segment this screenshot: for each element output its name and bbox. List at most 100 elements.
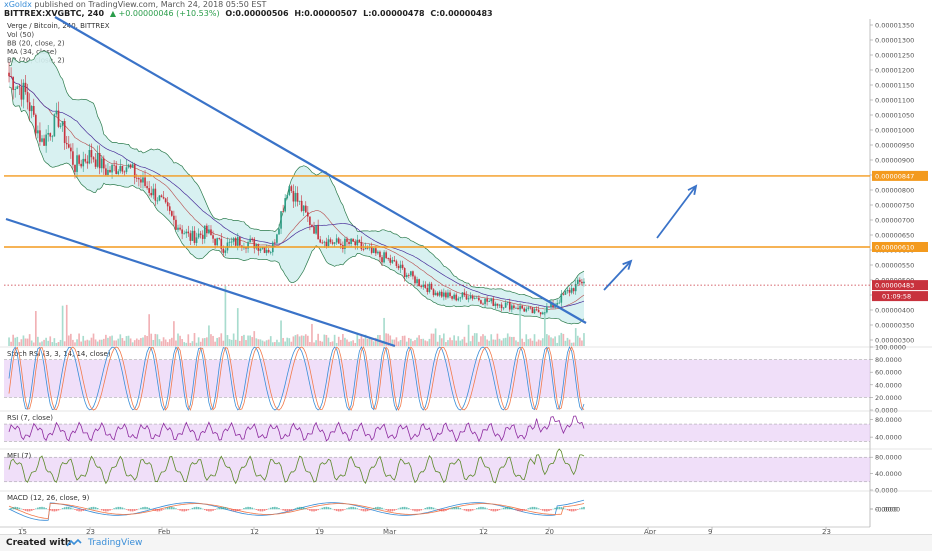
macd-histogram-bar xyxy=(398,508,400,509)
macd-histogram-bar xyxy=(87,509,89,510)
macd-histogram-bar xyxy=(76,509,78,511)
volume-bar xyxy=(51,342,53,346)
macd-pane[interactable]: MACD (12, 26, close, 9)0.0000-0.0000 xyxy=(0,491,932,520)
macd-histogram-bar xyxy=(64,507,66,509)
candle-body xyxy=(235,238,237,246)
volume-bar xyxy=(317,334,319,346)
volume-bar xyxy=(266,340,268,346)
macd-histogram-bar xyxy=(569,509,571,511)
macd-histogram-bar xyxy=(455,507,457,509)
candle-body xyxy=(346,239,348,242)
candle-body xyxy=(525,309,527,312)
macd-histogram-bar xyxy=(301,507,303,509)
volume-bar xyxy=(363,339,365,346)
volume-bar xyxy=(8,337,10,346)
candle-body xyxy=(62,121,64,126)
candle-body xyxy=(404,268,406,277)
macd-histogram-bar xyxy=(505,507,507,509)
macd-histogram-bar xyxy=(326,507,328,509)
candle-body xyxy=(206,226,208,234)
candle-body xyxy=(532,308,534,313)
volume-bar xyxy=(204,338,206,346)
tradingview-brand[interactable]: TradingView xyxy=(88,538,142,548)
pane-tick-label: 20.0000 xyxy=(875,394,902,402)
volume-bar xyxy=(307,336,309,346)
volume-bar xyxy=(338,337,340,346)
candle-body xyxy=(305,206,307,213)
candle-body xyxy=(408,275,410,276)
volume-bar xyxy=(212,336,214,346)
candle-body xyxy=(177,228,179,230)
candle-body xyxy=(563,294,565,295)
volume-bar xyxy=(103,339,105,346)
candle-body xyxy=(218,238,220,239)
volume-bar xyxy=(243,335,245,346)
volume-bar xyxy=(194,333,196,346)
macd-histogram-bar xyxy=(220,507,222,509)
candle-body xyxy=(216,238,218,245)
candle-body xyxy=(517,308,519,309)
macd-histogram-bar xyxy=(453,507,455,509)
volume-bar xyxy=(262,341,264,346)
candle-body xyxy=(402,265,404,268)
candle-body xyxy=(513,306,515,309)
volume-bar xyxy=(435,328,437,346)
volume-bar xyxy=(501,341,503,346)
macd-histogram-bar xyxy=(185,509,187,511)
volume-bar xyxy=(488,341,490,346)
candle-body xyxy=(373,248,375,253)
macd-histogram-bar xyxy=(313,509,315,511)
last-price-tag-label: 0.00000483 xyxy=(875,282,914,290)
rsi-pane[interactable]: RSI (7, close)80.000040.0000 xyxy=(0,411,932,442)
volume-bar xyxy=(58,342,60,346)
macd-histogram-bar xyxy=(25,509,27,511)
candle-body xyxy=(190,233,192,241)
macd-histogram-bar xyxy=(243,508,245,509)
candle-body xyxy=(212,235,214,238)
volume-bar xyxy=(291,342,293,346)
candle-body xyxy=(169,206,171,211)
candle-body xyxy=(179,228,181,230)
macd-histogram-bar xyxy=(274,507,276,509)
macd-histogram-bar xyxy=(305,508,307,509)
macd-histogram-bar xyxy=(80,509,82,511)
volume-bar xyxy=(87,340,89,346)
candle-body xyxy=(150,193,152,195)
volume-bar xyxy=(437,342,439,346)
macd-histogram-bar xyxy=(12,507,14,509)
macd-histogram-bar xyxy=(352,507,354,509)
candle-body xyxy=(457,298,459,300)
volume-bar xyxy=(227,335,229,346)
volume-bar xyxy=(468,325,470,346)
volume-bar xyxy=(190,343,192,346)
macd-histogram-bar xyxy=(457,507,459,509)
volume-bar xyxy=(198,337,200,346)
volume-bar xyxy=(439,335,441,346)
volume-bar xyxy=(39,342,41,346)
volume-bar xyxy=(342,334,344,346)
volume-bar xyxy=(315,340,317,346)
candle-body xyxy=(97,153,99,167)
candle-body xyxy=(280,211,282,228)
candle-body xyxy=(270,252,272,253)
candle-body xyxy=(291,186,293,191)
candle-body xyxy=(323,242,325,243)
stoch-rsi-pane[interactable]: Stoch RSI (3, 3, 14, 14, close)100.00008… xyxy=(0,344,932,415)
volume-bar xyxy=(330,342,332,346)
candle-body xyxy=(39,130,41,141)
candle-body xyxy=(478,298,480,300)
macd-histogram-bar xyxy=(266,509,268,510)
macd-histogram-bar xyxy=(181,509,183,511)
candle-body xyxy=(115,166,117,174)
candle-body xyxy=(577,280,579,284)
bollinger-band-fill xyxy=(9,51,584,324)
price-tick-label: 0.00000700 xyxy=(875,217,914,225)
volume-bar xyxy=(247,335,249,346)
macd-histogram-bar xyxy=(91,507,93,509)
macd-histogram-bar xyxy=(439,509,441,511)
mfi-pane[interactable]: MFI (7)80.000040.00000.0000 xyxy=(0,449,932,495)
macd-histogram-bar xyxy=(72,509,74,510)
